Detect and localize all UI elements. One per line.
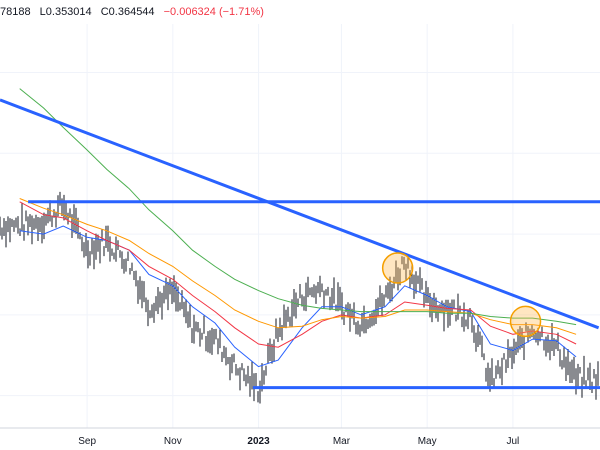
- ohlc-close-value: C0.364544: [100, 6, 155, 18]
- x-tick-label: 2023: [247, 436, 270, 447]
- ohlc-high-value: 78188: [0, 6, 31, 18]
- x-tick-label: May: [418, 436, 437, 447]
- touch-highlight-circle: [381, 252, 414, 284]
- ma-mid-line: [19, 201, 577, 348]
- price-bars: [0, 191, 599, 404]
- x-tick-label: Sep: [78, 436, 96, 447]
- ma-fast-line: [19, 225, 577, 368]
- x-tick-label: Mar: [333, 436, 351, 447]
- ohlc-change-value: −0.006324 (−1.71%): [163, 6, 264, 18]
- ohlc-readout: 78188 L0.353014 C0.364544 −0.006324 (−1.…: [0, 6, 270, 18]
- ma-slow-line: [19, 198, 577, 335]
- x-tick-label: Jul: [506, 436, 519, 447]
- touch-highlight-circle: [509, 305, 542, 338]
- ma-long-line: [19, 88, 577, 326]
- ohlc-low-value: L0.353014: [39, 6, 92, 18]
- x-tick-label: Nov: [164, 436, 182, 447]
- descending-trendline: [0, 98, 600, 330]
